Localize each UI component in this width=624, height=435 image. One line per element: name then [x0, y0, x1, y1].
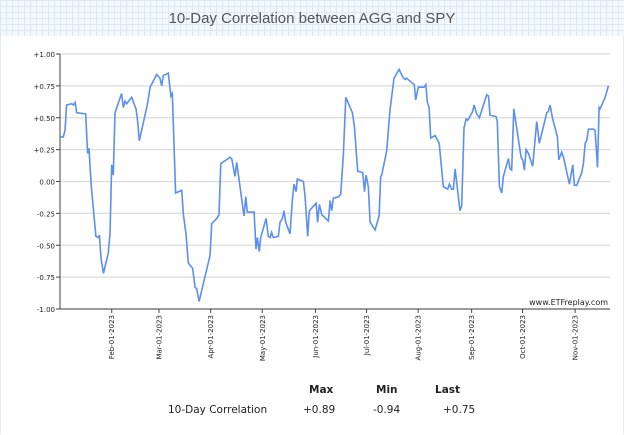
y-tick-label: -1.00 — [37, 306, 55, 314]
x-tick-label: Sep-01-2023 — [468, 315, 476, 360]
x-tick-label: May-01-2023 — [259, 315, 267, 361]
x-tick-label: Oct-01-2023 — [519, 315, 527, 359]
series-line-10-day-correlation — [60, 67, 610, 302]
stats-row-label: 10-Day Correlation — [168, 404, 268, 416]
x-tick-label: Aug-01-2023 — [415, 315, 423, 360]
y-tick-label: 0.00 — [39, 179, 55, 187]
y-tick-label: +0.75 — [34, 83, 55, 91]
y-tick-label: +1.00 — [34, 51, 55, 59]
stats-header-last: Last — [435, 384, 461, 396]
x-tick-label: Apr-01-2023 — [207, 315, 215, 358]
watermark-etfreplay: www.ETFreplay.com — [529, 298, 608, 307]
y-tick-label: -0.50 — [37, 242, 55, 250]
y-tick-label: -0.25 — [37, 210, 55, 218]
y-tick-label: +0.50 — [34, 115, 55, 123]
stats-value-min: -0.94 — [373, 404, 401, 416]
chart-panel — [0, 36, 624, 434]
x-tick-label: Jun-01-2023 — [312, 315, 320, 359]
stats-value-last: +0.75 — [443, 404, 476, 416]
stats-header-min: Min — [376, 384, 398, 396]
stats-header-max: Max — [309, 384, 334, 396]
x-tick-label: Feb-01-2023 — [108, 315, 116, 359]
stats-value-max: +0.89 — [303, 404, 336, 416]
y-tick-label: +0.25 — [34, 147, 55, 155]
header-band — [0, 0, 624, 36]
correlation-chart: +1.00 +0.75 +0.50 +0.25 0.00 -0.25 -0.50 -0.75 -… — [34, 51, 610, 361]
x-tick-label: Jul-01-2023 — [363, 315, 371, 356]
x-tick-label: Nov-01-2023 — [572, 315, 580, 360]
chart-title: 10-Day Correlation between AGG and SPY — [168, 10, 456, 27]
y-tick-label: -0.75 — [37, 274, 55, 282]
x-tick-label: Mar-01-2023 — [155, 315, 163, 360]
